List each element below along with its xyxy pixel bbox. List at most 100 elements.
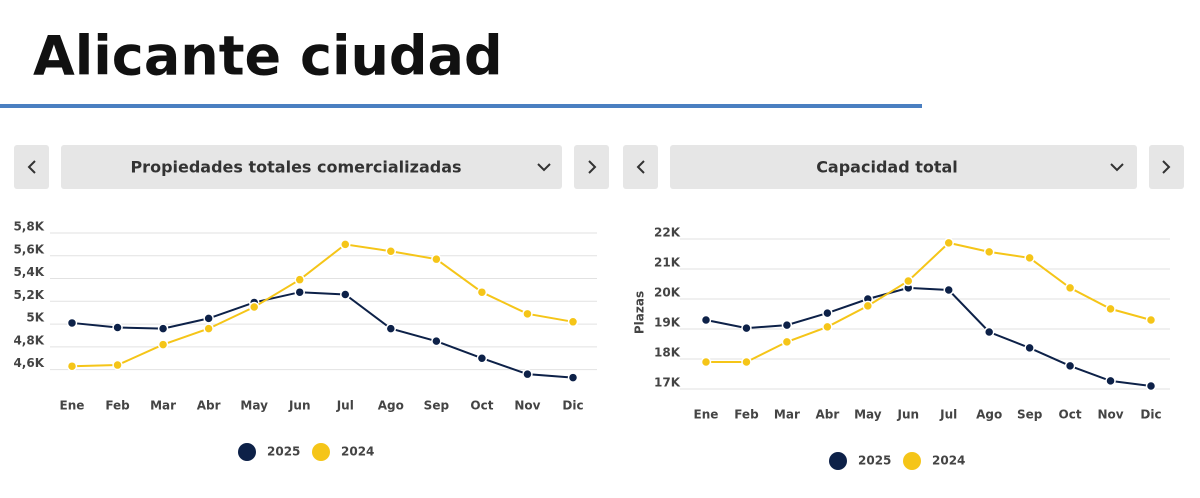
point — [294, 274, 305, 285]
point — [203, 323, 214, 334]
legend-label: 2025 — [267, 445, 300, 459]
y-tick-label: 17K — [654, 376, 681, 390]
point — [1064, 360, 1076, 372]
point — [741, 356, 752, 368]
y-tick-label: 18K — [654, 346, 681, 360]
x-tick-label: Sep — [1017, 408, 1043, 422]
point — [983, 246, 995, 258]
series-line — [71, 291, 574, 379]
point — [1105, 303, 1116, 315]
point — [822, 307, 833, 319]
x-tick-label: Feb — [734, 408, 759, 422]
metric-dropdown[interactable] — [61, 145, 562, 189]
point — [1145, 380, 1157, 392]
x-tick-label: May — [854, 408, 882, 422]
prev-button[interactable] — [14, 145, 49, 189]
x-tick-label: Jun — [896, 408, 919, 422]
point — [157, 339, 169, 350]
point — [203, 313, 214, 324]
legend-marker — [312, 443, 330, 461]
point — [1024, 342, 1035, 354]
series-line — [705, 286, 1152, 387]
dropdown-icon — [537, 163, 551, 172]
point — [522, 368, 533, 380]
point — [157, 323, 169, 334]
y-tick-label: 5,8K — [13, 220, 44, 234]
dropdown-icon — [1110, 163, 1124, 172]
x-tick-label: May — [240, 399, 268, 413]
y-tick-label: 20K — [654, 286, 681, 300]
point — [943, 237, 954, 249]
next-button[interactable] — [574, 145, 609, 189]
x-tick-label: Nov — [514, 399, 540, 413]
point — [66, 360, 78, 372]
point — [112, 322, 123, 333]
point — [476, 286, 488, 298]
x-tick-label: Ene — [60, 399, 85, 413]
point — [294, 286, 305, 298]
legend-label: 2024 — [341, 445, 374, 459]
x-tick-label: Mar — [150, 399, 176, 413]
point — [983, 326, 995, 338]
y-tick-label: 21K — [654, 256, 681, 270]
y-tick-label: 5,4K — [13, 265, 44, 279]
point — [567, 372, 579, 383]
prev-icon — [636, 160, 645, 174]
x-tick-label: Oct — [470, 399, 493, 413]
next-button[interactable] — [1149, 145, 1184, 189]
point — [781, 319, 793, 331]
point — [431, 253, 442, 265]
x-tick-label: Ene — [694, 408, 719, 422]
point — [700, 314, 712, 326]
y-tick-label: 22K — [654, 226, 681, 240]
point — [476, 352, 488, 364]
x-tick-label: Jul — [336, 399, 354, 413]
point — [1024, 252, 1035, 264]
page-title: Alicante ciudad — [33, 25, 503, 88]
y-tick-label: 5K — [26, 311, 44, 325]
y-tick-label: 4,6K — [13, 356, 44, 370]
x-tick-label: Abr — [197, 399, 221, 413]
point — [66, 317, 78, 329]
x-tick-label: Nov — [1097, 408, 1123, 422]
point — [862, 300, 874, 312]
y-tick-label: 19K — [654, 316, 681, 330]
y-tick-label: 5,2K — [13, 288, 44, 302]
legend-marker — [829, 452, 847, 470]
x-tick-label: Oct — [1059, 408, 1082, 422]
point — [385, 323, 397, 334]
x-tick-label: Jun — [288, 399, 311, 413]
point — [903, 275, 914, 287]
point — [340, 289, 351, 300]
point — [943, 284, 954, 296]
legend-marker — [238, 443, 256, 461]
series-line — [71, 243, 574, 368]
metric-dropdown[interactable] — [670, 145, 1137, 189]
x-tick-label: Feb — [105, 399, 130, 413]
point — [112, 359, 123, 371]
x-tick-label: Sep — [424, 399, 450, 413]
legend-label: 2025 — [858, 454, 891, 468]
legend-marker — [903, 452, 921, 470]
point — [385, 245, 397, 257]
y-tick-label: 4,8K — [13, 333, 44, 347]
y-axis-label: Plazas — [633, 291, 647, 334]
next-icon — [588, 160, 597, 174]
x-tick-label: Ago — [378, 399, 404, 413]
x-tick-label: Dic — [1140, 408, 1161, 422]
point — [340, 239, 351, 250]
x-tick-label: Ago — [976, 408, 1002, 422]
point — [522, 308, 533, 320]
y-tick-label: 5,6K — [13, 242, 44, 256]
point — [1145, 314, 1157, 326]
point — [1064, 282, 1076, 294]
series-line — [706, 241, 1152, 363]
x-tick-label: Mar — [774, 408, 800, 422]
dropdown-label: Capacidad total — [816, 158, 958, 177]
prev-button[interactable] — [623, 145, 658, 189]
point — [781, 336, 793, 348]
legend-label: 2024 — [932, 454, 965, 468]
dropdown-label: Propiedades totales comercializadas — [130, 158, 461, 177]
